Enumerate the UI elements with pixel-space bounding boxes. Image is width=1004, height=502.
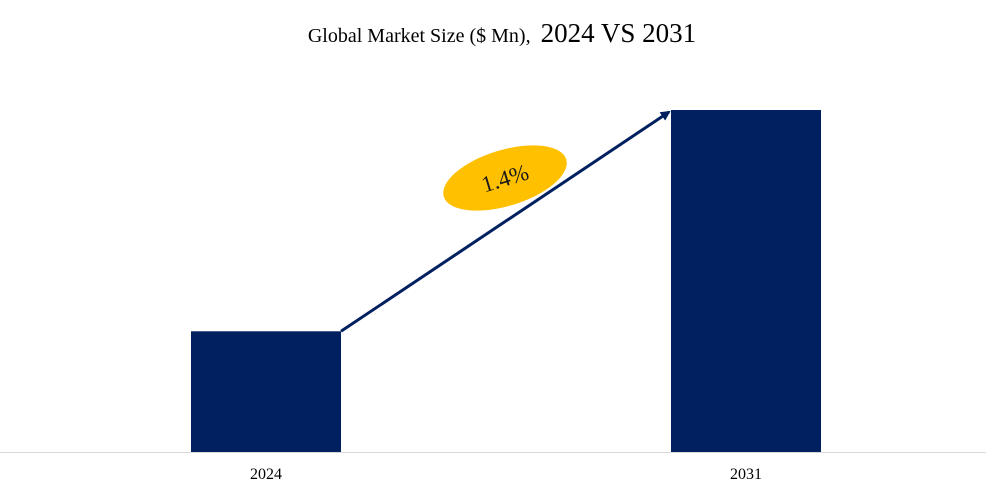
growth-badge: 1.4% — [443, 145, 567, 211]
growth-badge-ellipse — [443, 145, 567, 211]
chart-title-part1: Global Market Size ($ Mn), — [308, 25, 531, 47]
chart-title-part2: 2024 VS 2031 — [541, 18, 697, 48]
chart-title: Global Market Size ($ Mn), 2024 VS 2031 — [308, 18, 696, 48]
x-tick-label-2031: 2031 — [730, 466, 762, 483]
growth-arrow — [340, 110, 671, 333]
bar-2031 — [671, 110, 821, 452]
bars-group — [191, 110, 821, 452]
x-tick-labels: 2024 2031 — [250, 466, 762, 483]
x-tick-label-2024: 2024 — [250, 466, 282, 483]
bar-2024 — [191, 331, 341, 452]
